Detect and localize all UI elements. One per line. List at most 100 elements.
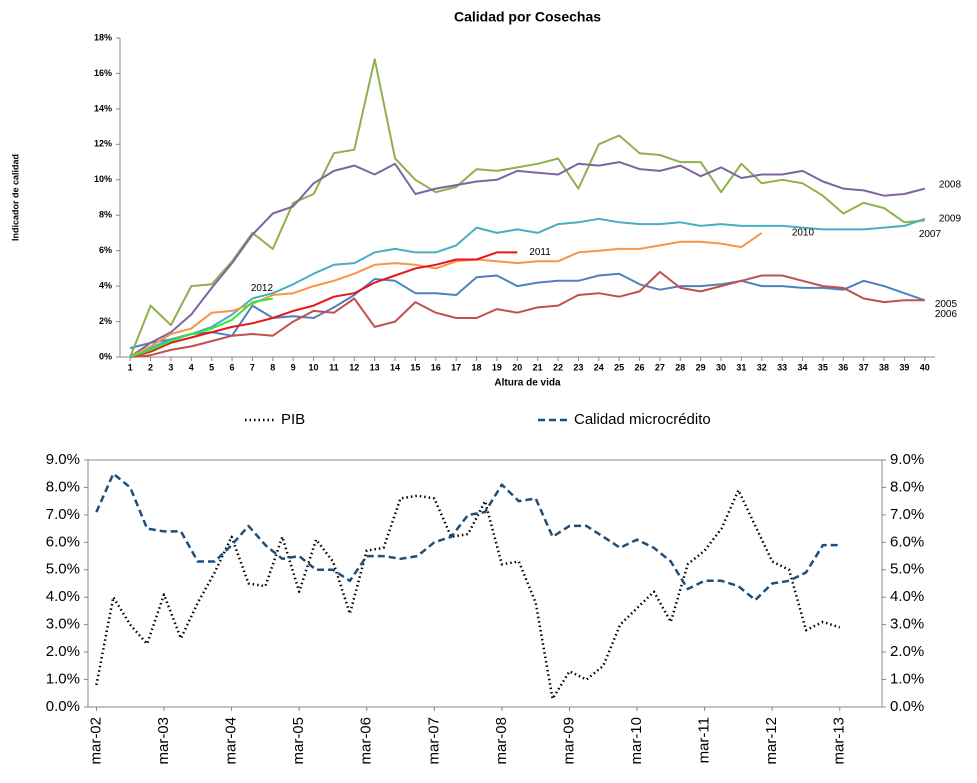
y-tick-label: 3.0% <box>46 616 80 633</box>
y-tick-label: 10% <box>94 174 112 184</box>
x-tick-label: mar-03 <box>155 717 172 765</box>
y-tick-label: 2% <box>99 316 112 326</box>
x-tick-label: 13 <box>370 362 380 372</box>
y-tick-label: 8% <box>99 210 112 220</box>
x-tick-label: 7 <box>250 362 255 372</box>
x-tick-label: 8 <box>270 362 275 372</box>
x-tick-label: 34 <box>798 362 808 372</box>
series-label: 2008 <box>939 179 962 190</box>
y-axis-title: Indicador de calidad <box>10 154 20 241</box>
x-tick-label: 38 <box>879 362 889 372</box>
y-tick-label: 2.0% <box>46 643 80 660</box>
x-tick-label: 39 <box>899 362 909 372</box>
legend-label: Calidad microcrédito <box>574 411 711 428</box>
y2-tick-label: 1.0% <box>890 671 924 688</box>
y2-tick-label: 7.0% <box>890 506 924 523</box>
x-tick-label: 21 <box>533 362 543 372</box>
x-tick-label: 25 <box>614 362 624 372</box>
x-tick-label: mar-09 <box>560 717 577 765</box>
y2-tick-label: 4.0% <box>890 588 924 605</box>
y-tick-label: 4% <box>99 280 112 290</box>
x-tick-label: 9 <box>291 362 296 372</box>
series-label: 2006 <box>935 309 958 320</box>
y-tick-label: 0% <box>99 351 112 361</box>
series-label: 2010 <box>792 228 815 239</box>
x-tick-label: 19 <box>492 362 502 372</box>
x-tick-label: 16 <box>431 362 441 372</box>
y-tick-label: 0.0% <box>46 698 80 715</box>
y-tick-label: 1.0% <box>46 671 80 688</box>
x-tick-label: 18 <box>472 362 482 372</box>
x-tick-label: 35 <box>818 362 828 372</box>
x-tick-label: 30 <box>716 362 726 372</box>
x-tick-label: 4 <box>189 362 194 372</box>
y2-tick-label: 6.0% <box>890 533 924 550</box>
x-tick-label: 33 <box>777 362 787 372</box>
y-tick-label: 8.0% <box>46 478 80 495</box>
series-line <box>129 232 763 358</box>
x-tick-label: mar-08 <box>493 717 510 765</box>
x-tick-label: 2 <box>148 362 153 372</box>
x-tick-label: 26 <box>635 362 645 372</box>
y-tick-label: 5.0% <box>46 561 80 578</box>
series-label: 2007 <box>919 229 942 240</box>
x-tick-label: mar-11 <box>696 717 713 763</box>
x-tick-label: 37 <box>859 362 869 372</box>
x-tick-label: 31 <box>736 362 746 372</box>
x-tick-label: 11 <box>329 362 339 372</box>
y-tick-label: 6% <box>99 245 112 255</box>
x-tick-label: 23 <box>573 362 583 372</box>
series-line <box>129 272 926 350</box>
series-line <box>95 488 841 701</box>
legend-label: PIB <box>281 411 305 428</box>
x-tick-label: 22 <box>553 362 563 372</box>
y2-tick-label: 9.0% <box>890 451 924 468</box>
x-tick-label: 29 <box>696 362 706 372</box>
x-tick-label: 14 <box>390 362 400 372</box>
y-tick-label: 16% <box>94 68 112 78</box>
y-tick-label: 7.0% <box>46 506 80 523</box>
x-axis-title: Altura de vida <box>494 378 561 389</box>
x-tick-label: 32 <box>757 362 767 372</box>
y2-tick-label: 5.0% <box>890 561 924 578</box>
x-tick-label: mar-12 <box>763 717 780 765</box>
series-line <box>129 58 925 358</box>
x-tick-label: 15 <box>410 362 420 372</box>
x-tick-label: mar-13 <box>831 717 848 765</box>
x-tick-label: 3 <box>168 362 173 372</box>
y-tick-label: 12% <box>94 139 112 149</box>
series-label: 2012 <box>251 283 274 294</box>
y-tick-label: 14% <box>94 103 112 113</box>
y-tick-label: 9.0% <box>46 451 80 468</box>
x-tick-label: mar-05 <box>290 717 307 765</box>
y-tick-label: 18% <box>94 32 112 42</box>
x-tick-label: 27 <box>655 362 665 372</box>
x-tick-label: 40 <box>920 362 930 372</box>
x-tick-label: mar-07 <box>425 717 442 765</box>
x-tick-label: 1 <box>128 362 133 372</box>
x-tick-label: 5 <box>209 362 214 372</box>
x-tick-label: 36 <box>838 362 848 372</box>
y2-tick-label: 3.0% <box>890 616 924 633</box>
x-tick-label: 28 <box>675 362 685 372</box>
series-line <box>129 161 926 358</box>
x-tick-label: mar-04 <box>223 717 240 765</box>
series-label: 2011 <box>529 247 551 258</box>
series-line <box>130 270 925 358</box>
y2-tick-label: 0.0% <box>890 698 924 715</box>
x-tick-label: mar-06 <box>358 717 375 765</box>
series-line <box>129 297 273 358</box>
series-line <box>129 217 926 358</box>
x-tick-label: 20 <box>512 362 522 372</box>
y2-tick-label: 8.0% <box>890 478 924 495</box>
x-tick-label: mar-10 <box>628 717 645 765</box>
y2-tick-label: 2.0% <box>890 643 924 660</box>
x-tick-label: 24 <box>594 362 604 372</box>
y-tick-label: 4.0% <box>46 588 80 605</box>
x-tick-label: 6 <box>230 362 235 372</box>
series-label: 2005 <box>935 299 958 310</box>
y-tick-label: 6.0% <box>46 533 80 550</box>
plot-border <box>87 459 883 708</box>
x-tick-label: 10 <box>309 362 319 372</box>
